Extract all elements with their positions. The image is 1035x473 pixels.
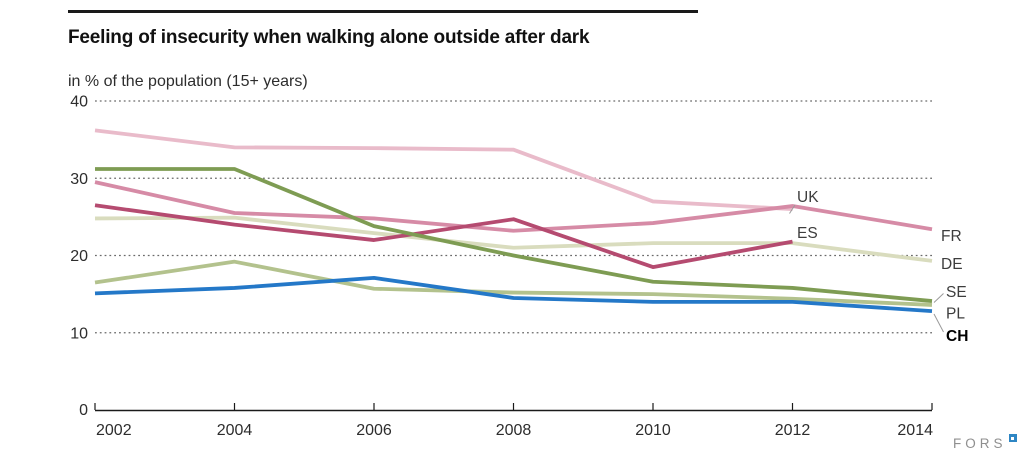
chart-subtitle: in % of the population (15+ years): [68, 73, 308, 90]
fors-logo-square-icon: [1008, 434, 1017, 442]
line-SE: [95, 167, 933, 303]
chart-header: Feeling of insecurity when walking alone…: [68, 10, 698, 91]
y-tick-label-10: 10: [70, 325, 88, 342]
series-label-SE: SE: [946, 284, 967, 301]
x-tick-label-2004: 2004: [217, 422, 253, 439]
series-label-FR: FR: [941, 228, 962, 245]
fors-logo: FORS: [953, 434, 1017, 451]
y-tick-label-30: 30: [70, 171, 88, 188]
x-tick-label-2006: 2006: [356, 422, 392, 439]
line-CH: [94, 276, 933, 314]
line-PL: [94, 259, 933, 307]
series-label-ES: ES: [797, 225, 818, 242]
series-label-UK: UK: [797, 189, 819, 206]
line-FR: [94, 180, 933, 233]
x-tick-label-2010: 2010: [635, 422, 671, 439]
series-label-CH: CH: [946, 328, 968, 345]
fors-logo-text: FORS: [953, 436, 1007, 451]
y-tick-label-40: 40: [70, 94, 88, 111]
y-tick-label-20: 20: [70, 248, 88, 265]
x-tick-label-2014: 2014: [897, 422, 933, 439]
chart-title: Feeling of insecurity when walking alone…: [68, 27, 590, 48]
x-tick-label-2002: 2002: [96, 422, 132, 439]
x-tick-label-2012: 2012: [775, 422, 811, 439]
series-label-DE: DE: [941, 256, 963, 273]
title-rule: [68, 10, 698, 13]
x-tick-label-2008: 2008: [496, 422, 532, 439]
label-connector-SE: [933, 293, 944, 303]
label-connector-UK: [789, 204, 796, 214]
line-ES: [94, 203, 793, 269]
label-connector-CH: [933, 313, 944, 333]
line-UK: [94, 128, 793, 212]
y-tick-label-0: 0: [79, 402, 88, 419]
series-label-PL: PL: [946, 306, 965, 323]
